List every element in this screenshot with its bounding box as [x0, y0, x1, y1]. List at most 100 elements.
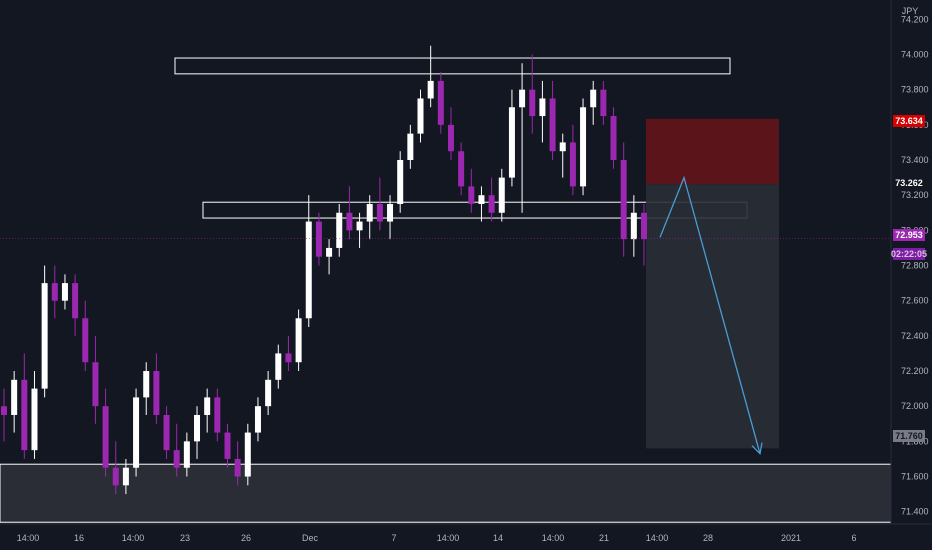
target-price-value: 71.760 [895, 431, 923, 441]
candle [376, 177, 383, 231]
candle [244, 423, 251, 486]
candle [336, 203, 343, 257]
x-tick-label: 6 [851, 533, 856, 543]
candle [133, 388, 140, 477]
candle [600, 80, 607, 125]
countdown-tag: 02:22:05 [891, 248, 927, 260]
current-price-value: 72.953 [895, 230, 923, 240]
candle [153, 353, 160, 424]
candle [92, 335, 99, 424]
y-tick-label: 72.800 [901, 261, 929, 271]
candle [519, 63, 526, 213]
demand-zone[interactable] [0, 463, 892, 523]
x-tick-label: 14:00 [122, 533, 145, 543]
stop-price-tag: 73.634 [893, 115, 925, 127]
candle [529, 54, 536, 134]
candle [478, 186, 485, 222]
candle [569, 124, 576, 196]
candle [41, 265, 48, 398]
candle [458, 142, 465, 196]
candle [356, 212, 363, 248]
candle [590, 80, 597, 125]
candle [447, 107, 454, 161]
current-price-tag: 72.953 [893, 229, 925, 241]
candle [580, 98, 587, 196]
x-tick-label: 14:00 [646, 533, 669, 543]
candle [468, 168, 475, 213]
candle [610, 107, 617, 169]
stop-loss-zone[interactable] [646, 118, 779, 185]
y-tick-label: 72.200 [901, 366, 929, 376]
candle [173, 423, 180, 477]
candle [620, 142, 627, 257]
candle [641, 203, 647, 266]
x-tick-label: 14 [493, 533, 503, 543]
y-tick-label: 71.400 [901, 507, 929, 517]
candle [326, 239, 333, 275]
candle [254, 397, 261, 442]
x-tick-label: 14:00 [17, 533, 40, 543]
candle [630, 195, 637, 257]
candle [315, 212, 322, 266]
candle [234, 441, 241, 486]
candle [204, 388, 211, 433]
candle [21, 353, 28, 459]
candle [417, 89, 424, 143]
y-tick-label: 74.200 [901, 14, 929, 24]
candle [51, 265, 58, 319]
candle [539, 80, 546, 143]
entry-price-tag: 73.262 [893, 177, 925, 189]
candle [72, 274, 79, 336]
candle [397, 151, 404, 213]
countdown-value: 02:22:05 [891, 249, 927, 259]
entry-price-value: 73.262 [895, 178, 923, 188]
y-tick-label: 73.800 [901, 85, 929, 95]
x-tick-label: 28 [703, 533, 713, 543]
candle [549, 80, 556, 161]
x-tick-label: 16 [74, 533, 84, 543]
x-tick-label: 14:00 [542, 533, 565, 543]
candle [295, 309, 302, 372]
take-profit-zone[interactable] [646, 184, 779, 449]
stop-price-value: 73.634 [895, 116, 923, 126]
resistance-zone[interactable] [174, 57, 731, 75]
candle [265, 371, 272, 415]
candle [82, 300, 89, 372]
candles-layer [1, 45, 647, 495]
candle [163, 406, 170, 459]
candle [305, 195, 312, 328]
candle [559, 133, 566, 178]
y-tick-label: 72.400 [901, 331, 929, 341]
y-tick-label: 73.400 [901, 155, 929, 165]
x-tick-label: 23 [180, 533, 190, 543]
candle [143, 362, 150, 415]
projection-arrow[interactable] [659, 175, 761, 454]
candle [387, 195, 394, 240]
x-tick-label: 26 [241, 533, 251, 543]
time-axis[interactable]: 14:00 16 14:00 23 26 Dec 7 14:00 14 14:00 21 14:00 2… [17, 533, 857, 543]
candle [183, 432, 190, 477]
candle [427, 45, 434, 108]
y-tick-label: 74.000 [901, 50, 929, 60]
candle [437, 72, 444, 134]
candle [102, 388, 109, 477]
x-tick-label: Dec [302, 533, 319, 543]
candle [498, 168, 505, 222]
y-tick-label: 72.000 [901, 401, 929, 411]
candle [508, 89, 515, 187]
x-tick-label: 2021 [781, 533, 801, 543]
zones-layer [0, 57, 892, 523]
y-tick-label: 73.200 [901, 190, 929, 200]
candle [214, 388, 221, 442]
target-price-tag: 71.760 [893, 430, 925, 442]
x-tick-label: 14:00 [437, 533, 460, 543]
candle [346, 186, 353, 240]
candle [285, 335, 292, 372]
x-tick-label: 7 [391, 533, 396, 543]
candle [1, 388, 7, 442]
candle [61, 274, 68, 310]
candle [11, 371, 18, 433]
candle [488, 177, 495, 222]
candle [194, 406, 201, 459]
